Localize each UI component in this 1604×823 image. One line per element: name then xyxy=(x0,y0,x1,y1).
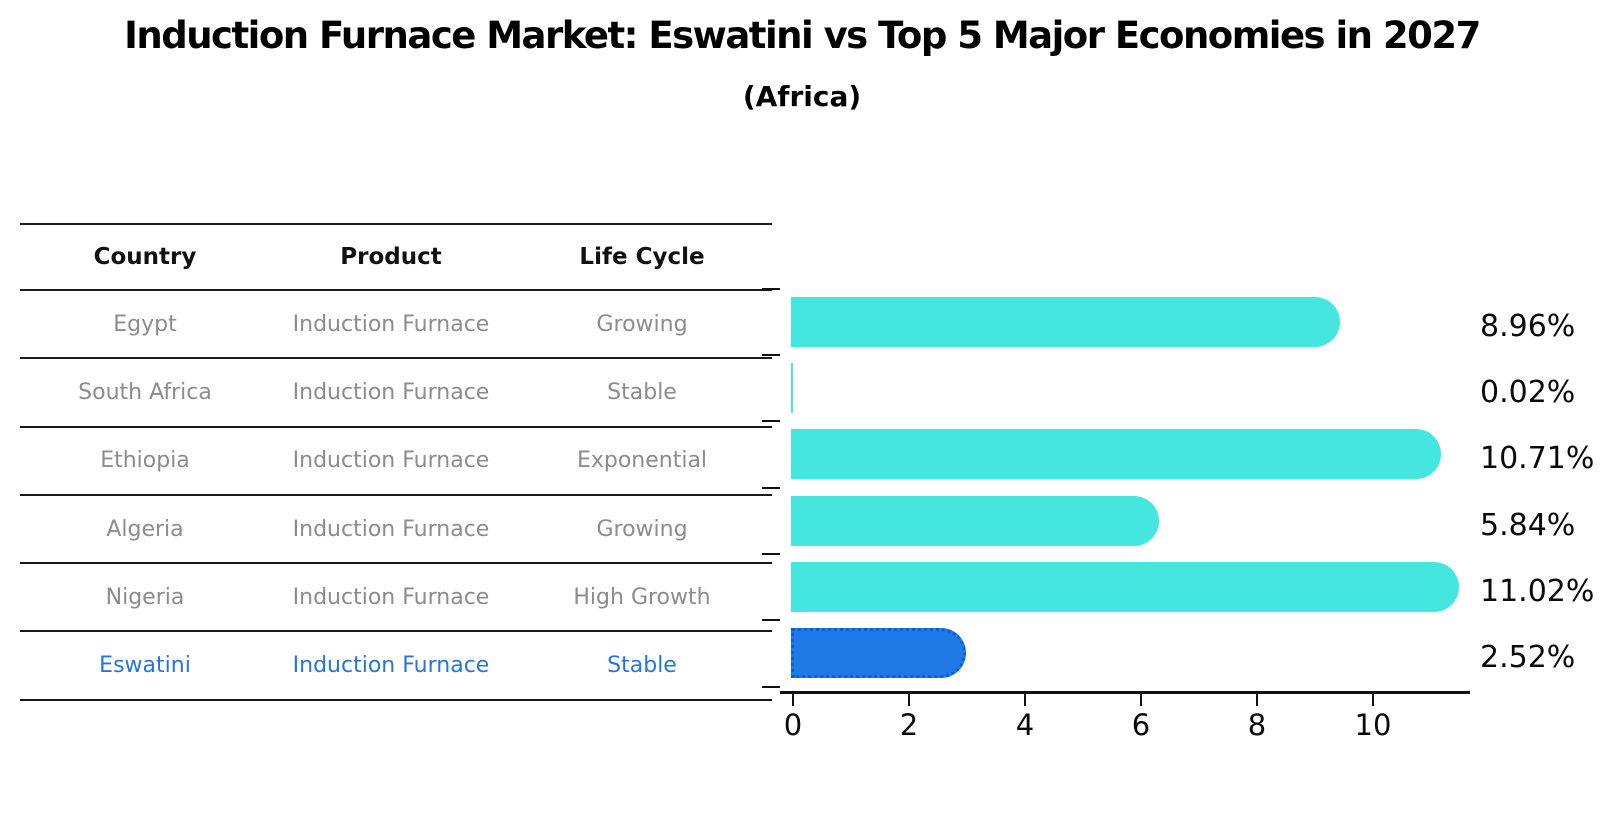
column-header-country: Country xyxy=(93,244,197,270)
bar-egypt xyxy=(791,297,1340,347)
x-axis-tick xyxy=(1024,694,1026,706)
x-axis-tick xyxy=(792,694,794,706)
x-axis-tick xyxy=(1256,694,1258,706)
x-axis-tick xyxy=(1140,694,1142,706)
y-axis-tick xyxy=(762,354,780,356)
cell-country: Algeria xyxy=(106,516,184,542)
x-tick-label-0: 0 xyxy=(783,708,803,742)
cell-country: Ethiopia xyxy=(100,448,190,474)
value-label-algeria: 5.84% xyxy=(1480,508,1576,543)
bar-ethiopia xyxy=(791,429,1441,479)
cell-lifecycle: High Growth xyxy=(573,584,711,610)
cell-product: Induction Furnace xyxy=(292,516,490,542)
x-tick-label-10: 10 xyxy=(1354,708,1392,742)
value-label-eswatini: 2.52% xyxy=(1480,640,1576,675)
x-axis-tick xyxy=(908,694,910,706)
column-header-lifecycle: Life Cycle xyxy=(579,244,705,270)
cell-product: Induction Furnace xyxy=(292,311,490,337)
table-header-row: Country Product Life Cycle xyxy=(20,223,772,291)
cell-product: Induction Furnace xyxy=(292,448,490,474)
value-label-ethiopia: 10.71% xyxy=(1480,441,1595,476)
cell-product: Induction Furnace xyxy=(292,379,490,405)
page-title: Induction Furnace Market: Eswatini vs To… xyxy=(124,14,1481,57)
cell-lifecycle: Stable xyxy=(607,653,677,679)
cell-country: South Africa xyxy=(78,379,212,405)
table-row-algeria: Algeria Induction Furnace Growing xyxy=(20,496,772,565)
table-row-south-africa: South Africa Induction Furnace Stable xyxy=(20,359,772,428)
bar-algeria xyxy=(791,496,1159,546)
x-tick-label-8: 8 xyxy=(1247,708,1267,742)
y-axis-tick xyxy=(762,619,780,621)
cell-country: Eswatini xyxy=(99,653,191,679)
cell-product: Induction Furnace xyxy=(292,584,490,610)
cell-country: Egypt xyxy=(113,311,177,337)
value-label-nigeria: 11.02% xyxy=(1480,574,1595,609)
y-axis-tick xyxy=(762,686,780,688)
value-label-egypt: 8.96% xyxy=(1480,309,1576,344)
table-row-egypt: Egypt Induction Furnace Growing xyxy=(20,291,772,360)
table-row-ethiopia: Ethiopia Induction Furnace Exponential xyxy=(20,428,772,496)
bar-eswatini xyxy=(791,628,966,678)
x-axis-tick xyxy=(1372,694,1374,706)
x-tick-label-6: 6 xyxy=(1131,708,1151,742)
page-subtitle: (Africa) xyxy=(742,80,862,113)
cell-lifecycle: Growing xyxy=(596,516,688,542)
x-axis-line xyxy=(780,691,1470,694)
cell-product: Induction Furnace xyxy=(292,653,490,679)
bar-south-africa xyxy=(791,363,793,413)
cell-lifecycle: Stable xyxy=(607,379,677,405)
y-axis-tick xyxy=(762,553,780,555)
bar-nigeria xyxy=(791,562,1459,612)
x-tick-label-4: 4 xyxy=(1015,708,1035,742)
table-row-nigeria: Nigeria Induction Furnace High Growth xyxy=(20,564,772,633)
country-table: Country Product Life Cycle Egypt Inducti… xyxy=(20,223,772,701)
cell-country: Nigeria xyxy=(105,584,185,610)
column-header-product: Product xyxy=(340,244,442,270)
value-label-south-africa: 0.02% xyxy=(1480,375,1576,410)
cell-lifecycle: Exponential xyxy=(576,448,708,474)
y-axis-tick xyxy=(762,288,780,290)
y-axis-tick xyxy=(762,487,780,489)
x-tick-label-2: 2 xyxy=(899,708,919,742)
table-row-eswatini: Eswatini Induction Furnace Stable xyxy=(20,632,772,701)
cell-lifecycle: Growing xyxy=(596,311,688,337)
y-axis-tick xyxy=(762,420,780,422)
